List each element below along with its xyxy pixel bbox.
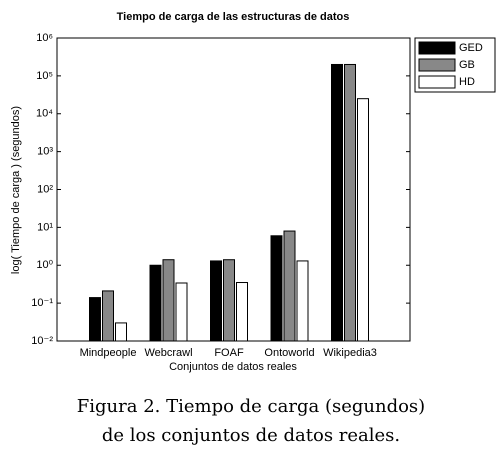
y-tick-label: 10⁵	[36, 70, 53, 82]
legend-label: HD	[459, 76, 475, 88]
y-axis-label: log( Tiempo de carga ) (segundos)	[10, 106, 22, 274]
y-tick-label: 10⁻²	[31, 335, 53, 347]
chart-title: Tiempo de carga de las estructuras de da…	[117, 11, 350, 23]
y-tick-label: 10³	[37, 146, 53, 158]
bar	[357, 98, 369, 342]
x-tick-label: FOAF	[214, 347, 244, 359]
bar	[236, 282, 248, 342]
bar	[210, 260, 222, 342]
y-tick-label: 10⁻¹	[31, 297, 53, 309]
y-tick-label: 10⁶	[36, 32, 53, 44]
bar	[175, 282, 188, 342]
legend-label: GED	[459, 42, 483, 54]
legend-label: GB	[459, 59, 475, 71]
legend-swatch	[418, 58, 456, 72]
bar	[344, 63, 356, 342]
bar	[102, 290, 114, 342]
bar	[89, 297, 101, 342]
bar	[296, 260, 309, 342]
legend-swatch	[418, 75, 456, 89]
y-tick-label: 10⁰	[36, 259, 53, 271]
legend-swatch	[418, 41, 456, 55]
bar	[162, 259, 175, 342]
bar	[115, 322, 127, 342]
x-tick-label: Wikipedia3	[323, 347, 377, 359]
caption-line: Figura 2. Tiempo de carga (segundos)	[77, 396, 425, 417]
bar	[331, 63, 343, 342]
y-tick-label: 10⁴	[36, 108, 53, 120]
bar	[270, 235, 283, 342]
x-tick-label: Mindpeople	[80, 347, 137, 359]
bar	[149, 264, 162, 342]
x-tick-label: Ontoworld	[264, 347, 314, 359]
y-tick-label: 10¹	[37, 221, 53, 233]
bar	[283, 230, 296, 342]
y-tick-label: 10²	[37, 183, 53, 195]
caption-line: de los conjuntos de datos reales.	[102, 425, 400, 446]
bar	[223, 259, 235, 342]
x-tick-label: Webcrawl	[144, 347, 192, 359]
x-axis-label: Conjuntos de datos reales	[169, 361, 297, 373]
